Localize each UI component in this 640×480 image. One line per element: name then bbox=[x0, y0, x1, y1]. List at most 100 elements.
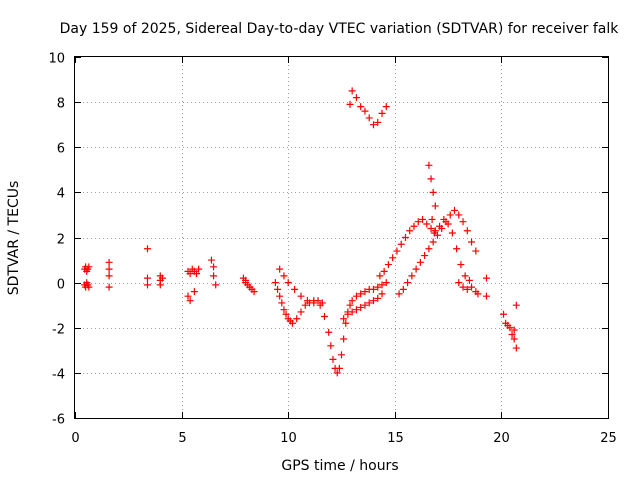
data-point bbox=[278, 299, 286, 307]
data-point bbox=[425, 245, 433, 253]
data-point bbox=[314, 297, 322, 305]
data-point bbox=[457, 261, 465, 269]
data-point bbox=[423, 220, 431, 228]
data-point bbox=[468, 238, 476, 246]
data-point bbox=[453, 245, 461, 253]
y-tick-label: 6 bbox=[57, 142, 65, 157]
data-point bbox=[291, 285, 299, 293]
data-point bbox=[352, 306, 360, 314]
data-point bbox=[195, 265, 203, 273]
data-point bbox=[338, 351, 345, 359]
data-point bbox=[510, 335, 518, 343]
y-tick-label: 0 bbox=[57, 278, 65, 293]
data-point bbox=[465, 276, 473, 284]
data-point bbox=[352, 292, 360, 300]
data-point bbox=[408, 272, 416, 280]
data-point bbox=[210, 263, 218, 271]
data-point bbox=[242, 276, 250, 284]
data-point bbox=[361, 288, 369, 296]
data-point bbox=[348, 87, 356, 95]
data-point bbox=[212, 281, 220, 289]
data-point bbox=[500, 310, 508, 318]
data-point bbox=[463, 285, 471, 293]
data-point bbox=[395, 290, 403, 298]
data-point bbox=[184, 292, 192, 300]
x-tick-label: 25 bbox=[600, 431, 617, 446]
data-point bbox=[276, 265, 284, 273]
grid bbox=[75, 57, 608, 418]
x-tick-label: 20 bbox=[493, 431, 510, 446]
x-tick-label: 0 bbox=[71, 431, 79, 446]
data-point bbox=[463, 227, 471, 235]
data-point bbox=[348, 297, 356, 305]
data-point bbox=[288, 319, 296, 327]
data-point bbox=[374, 294, 382, 302]
data-points bbox=[81, 87, 520, 377]
data-point bbox=[365, 114, 373, 122]
data-point bbox=[461, 272, 469, 280]
data-point bbox=[512, 301, 520, 309]
data-point bbox=[340, 335, 348, 343]
data-point bbox=[280, 272, 288, 280]
x-axis-label: GPS time / hours bbox=[281, 458, 398, 474]
data-point bbox=[430, 229, 438, 237]
data-point bbox=[301, 301, 309, 309]
data-point bbox=[428, 215, 436, 223]
data-point bbox=[427, 175, 435, 183]
data-point bbox=[105, 272, 113, 280]
chart-title: Day 159 of 2025, Sidereal Day-to-day VTE… bbox=[60, 21, 620, 37]
data-point bbox=[459, 218, 467, 226]
data-point bbox=[329, 355, 337, 363]
y-tick-label: 8 bbox=[57, 97, 65, 112]
data-point bbox=[342, 319, 350, 327]
data-point bbox=[276, 292, 284, 300]
data-point bbox=[474, 290, 482, 298]
data-point bbox=[105, 283, 113, 291]
data-point bbox=[274, 285, 282, 293]
data-point bbox=[186, 297, 194, 305]
data-point bbox=[482, 292, 490, 300]
data-point bbox=[105, 265, 113, 273]
y-tick-label: 4 bbox=[57, 187, 65, 202]
data-point bbox=[344, 310, 352, 318]
data-point bbox=[85, 263, 93, 271]
data-point bbox=[455, 211, 463, 219]
data-point bbox=[378, 290, 386, 298]
data-point bbox=[333, 369, 341, 377]
data-point bbox=[346, 301, 354, 309]
data-point bbox=[280, 306, 288, 314]
data-point bbox=[378, 281, 386, 289]
data-point bbox=[143, 281, 151, 289]
data-point bbox=[384, 261, 392, 269]
data-point bbox=[156, 281, 164, 289]
data-point bbox=[378, 109, 386, 117]
data-point bbox=[382, 279, 390, 287]
data-point bbox=[431, 202, 439, 210]
data-point bbox=[246, 283, 254, 291]
data-point bbox=[310, 299, 318, 307]
plot-frame bbox=[74, 56, 609, 419]
data-point bbox=[382, 103, 390, 111]
data-point bbox=[340, 315, 348, 323]
data-point bbox=[468, 283, 476, 291]
data-point bbox=[450, 206, 458, 214]
data-point bbox=[376, 272, 384, 280]
x-tick-label: 5 bbox=[178, 431, 186, 446]
data-point bbox=[190, 288, 198, 296]
data-point bbox=[369, 121, 377, 129]
data-point bbox=[352, 94, 360, 102]
data-point bbox=[393, 247, 401, 255]
data-point bbox=[401, 234, 409, 241]
data-point bbox=[271, 279, 279, 287]
data-point bbox=[210, 272, 218, 280]
data-point bbox=[361, 107, 369, 115]
data-point bbox=[455, 279, 463, 287]
data-point bbox=[425, 161, 433, 169]
data-point bbox=[421, 252, 429, 260]
data-point bbox=[459, 283, 467, 291]
data-point bbox=[510, 326, 518, 334]
data-point bbox=[448, 229, 456, 237]
data-point bbox=[399, 285, 407, 293]
axis-ticks: 0 5 10 15 20 25 -6 -4 -2 0 2 4 6 8 10 bbox=[48, 52, 616, 447]
